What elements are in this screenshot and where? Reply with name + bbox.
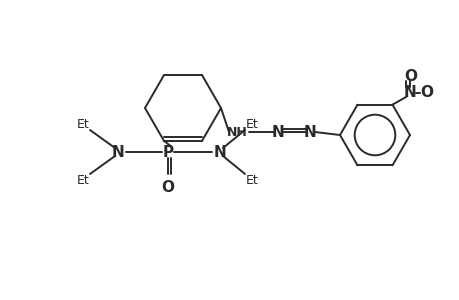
Text: N: N: [112, 145, 124, 160]
Text: Et: Et: [245, 118, 258, 130]
Text: P: P: [162, 145, 173, 160]
Text: O: O: [403, 69, 416, 84]
Text: N: N: [271, 124, 284, 140]
Text: Et: Et: [77, 173, 89, 187]
Text: Et: Et: [245, 173, 258, 187]
Text: N: N: [403, 85, 416, 100]
Text: O: O: [161, 181, 174, 196]
Text: NH: NH: [226, 125, 247, 139]
Text: N: N: [213, 145, 226, 160]
Text: Et: Et: [77, 118, 89, 130]
Text: N: N: [303, 124, 316, 140]
Text: O: O: [419, 85, 432, 100]
